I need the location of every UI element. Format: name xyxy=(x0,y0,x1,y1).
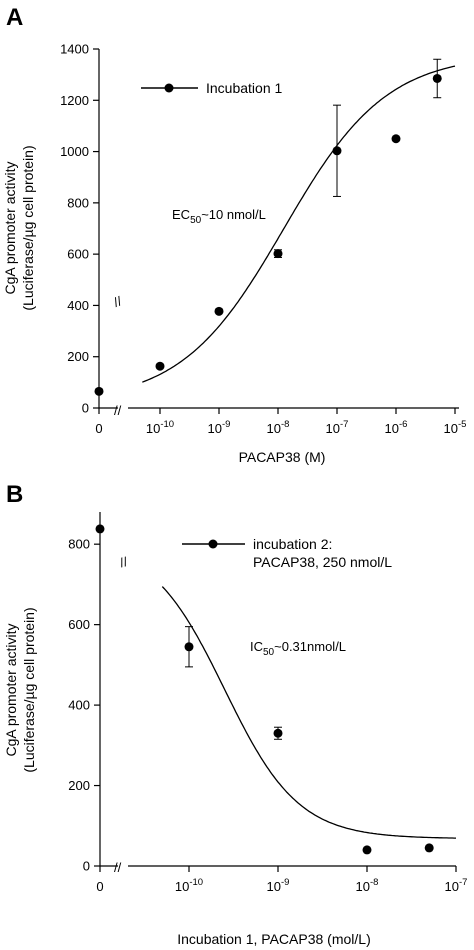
panel-a-x-axis-title: PACAP38 (M) xyxy=(239,449,326,465)
panel-b-data-point xyxy=(362,845,372,855)
panel-b-curve-break-mark: // xyxy=(118,554,129,570)
panel-b-ic50-annotation: IC50~0.31nmol/L xyxy=(250,639,346,658)
panel-b-legend-label-line1: incubation 2: xyxy=(253,536,332,552)
panel-a-y-tick-label: 1400 xyxy=(60,42,89,57)
panel-a-ec50-annotation: EC50~10 nmol/L xyxy=(172,207,266,226)
panel-a-fit-curve xyxy=(142,65,456,383)
panel-a-data-points xyxy=(94,58,442,396)
panel-b-y-tick-label: 200 xyxy=(68,778,90,793)
panel-a-y-tick-label: 200 xyxy=(67,349,89,364)
panel-a-data-point xyxy=(214,306,224,316)
panel-a-x-tick-label: 10-8 xyxy=(267,419,290,436)
panel-a-x-tick-label: 10-10 xyxy=(146,419,174,436)
panel-b-y-ticks: 0 200 400 600 800 xyxy=(68,537,100,874)
panel-b-y-axis-title-line1: CgA promoter activity xyxy=(3,623,19,756)
panel-a-x-tick-label: 10-5 xyxy=(444,419,467,436)
panel-b-fit-curve xyxy=(161,586,456,839)
panel-b-x-tick-label: 0 xyxy=(96,879,103,894)
panel-b-x-tick-label: 10-7 xyxy=(445,877,468,894)
panel-b-x-tick-label: 10-9 xyxy=(267,877,290,894)
panel-a-legend-marker xyxy=(164,83,174,93)
panel-b-y-tick-label: 600 xyxy=(68,617,90,632)
panel-a-data-point xyxy=(391,134,401,144)
panel-a-fit-curve-path xyxy=(142,65,456,383)
panel-a-y-tick-label: 1000 xyxy=(60,144,89,159)
panel-a-y-tick-label: 0 xyxy=(82,401,89,416)
panel-b-x-ticks: 0 10-10 10-9 10-8 10-7 xyxy=(96,866,467,894)
panel-a-x-tick-label: 10-9 xyxy=(208,419,231,436)
panel-b-data-points xyxy=(95,524,434,855)
panel-a-x-ticks: 0 10-10 10-9 10-8 10-7 10-6 10-5 xyxy=(95,408,466,436)
panel-b-data-point xyxy=(273,728,283,738)
panel-a-y-tick-label: 600 xyxy=(67,247,89,262)
panel-b-y-axis-title-line2: (Luciferase/µg cell protein) xyxy=(21,607,37,772)
panel-a-data-point xyxy=(273,249,283,259)
panel-b-x-axis-title: Incubation 1, PACAP38 (mol/L) xyxy=(177,931,371,947)
panel-a-x-tick-label: 10-6 xyxy=(385,419,408,436)
panel-a-curve-break-mark: // xyxy=(112,293,124,310)
panel-a-y-axis-title-line2: (Luciferase/µg cell protein) xyxy=(20,145,36,310)
panel-b-data-point xyxy=(424,843,434,853)
panel-b-fit-curve-path xyxy=(161,586,456,839)
panel-a-y-tick-label: 400 xyxy=(67,298,89,313)
panel-b: B // // 0 200 400 600 800 0 10-10 10-9 10-8 10-7… xyxy=(3,481,467,947)
panel-a-x-tick-label: 10-7 xyxy=(326,419,349,436)
panel-b-data-point xyxy=(184,642,194,652)
panel-b-letter: B xyxy=(6,481,23,508)
panel-a-data-point xyxy=(155,361,165,371)
panel-b-legend-label-line2: PACAP38, 250 nmol/L xyxy=(253,554,392,570)
panel-b-y-tick-label: 0 xyxy=(83,859,90,874)
panel-a-letter: A xyxy=(6,4,23,31)
panel-a-y-ticks: 0 200 400 600 800 1000 1200 1400 xyxy=(60,42,99,416)
panel-b-legend-marker xyxy=(208,539,218,549)
panel-a: A // // 0 200 400 600 800 1000 1200 1400 0 10-10… xyxy=(2,4,466,465)
panel-a-data-point xyxy=(432,73,442,83)
panel-a-y-axis-title-line1: CgA promoter activity xyxy=(2,161,18,294)
panel-a-legend-label: Incubation 1 xyxy=(206,80,282,96)
panel-a-data-point xyxy=(94,386,104,396)
panel-b-y-tick-label: 400 xyxy=(68,698,90,713)
panel-b-y-tick-label: 800 xyxy=(68,537,90,552)
panel-b-data-point xyxy=(95,524,105,534)
panel-b-x-tick-label: 10-8 xyxy=(356,877,379,894)
panel-b-x-break-mark: // xyxy=(114,860,122,875)
panel-a-x-break-mark: // xyxy=(114,403,122,418)
panel-a-y-tick-label: 800 xyxy=(67,195,89,210)
panel-a-data-point xyxy=(332,146,342,156)
panel-b-x-tick-label: 10-10 xyxy=(175,877,203,894)
panel-a-x-tick-label: 0 xyxy=(95,421,102,436)
panel-a-y-tick-label: 1200 xyxy=(60,93,89,108)
